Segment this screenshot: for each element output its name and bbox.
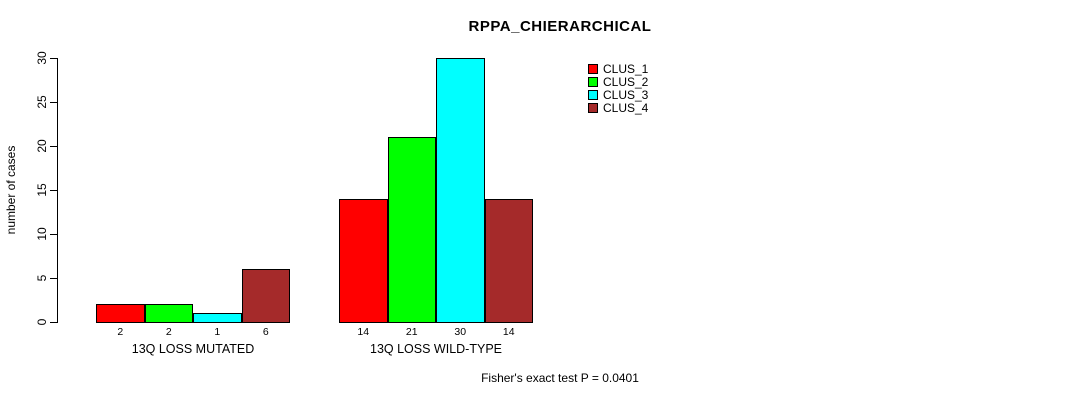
legend-label: CLUS_2: [603, 74, 649, 89]
legend-item: CLUS_1: [588, 61, 649, 76]
bar-value-label: 1: [214, 326, 221, 338]
y-tick: [50, 322, 57, 323]
y-tick-label: 30: [35, 51, 49, 65]
legend-label: CLUS_1: [603, 61, 649, 76]
y-tick-label: 10: [35, 227, 49, 241]
bar-value-label: 21: [405, 326, 418, 338]
y-axis-title: number of cases: [4, 145, 18, 235]
bar-value-label: 30: [454, 326, 467, 338]
legend-item: CLUS_2: [588, 74, 649, 89]
y-tick: [50, 102, 57, 103]
legend-item: CLUS_4: [588, 100, 649, 115]
y-tick: [50, 234, 57, 235]
y-axis-line: [57, 58, 58, 323]
bar-CLUS_3: [436, 58, 485, 323]
y-tick: [50, 190, 57, 191]
bar-value-label: 2: [117, 326, 124, 338]
y-tick-label: 25: [35, 95, 49, 109]
bar-CLUS_2: [144, 304, 193, 323]
legend-item: CLUS_3: [588, 87, 649, 102]
y-tick-label: 5: [35, 274, 49, 282]
chart-title: RPPA_CHIERARCHICAL: [468, 18, 652, 35]
group-label: 13Q LOSS WILD-TYPE: [370, 342, 502, 356]
fisher-test-annotation: Fisher's exact test P = 0.0401: [481, 371, 639, 385]
y-tick: [50, 278, 57, 279]
legend: CLUS_1 CLUS_2 CLUS_3 CLUS_4: [588, 61, 649, 115]
group-label: 13Q LOSS MUTATED: [131, 342, 255, 356]
legend-swatch-CLUS_1: [588, 63, 598, 74]
y-tick: [50, 146, 57, 147]
bar-CLUS_2: [387, 137, 436, 323]
legend-label: CLUS_3: [603, 87, 649, 102]
bar-CLUS_1: [339, 198, 388, 323]
legend-swatch-CLUS_4: [588, 102, 598, 113]
bar-value-label: 14: [502, 326, 515, 338]
y-tick-label: 20: [35, 139, 49, 153]
y-tick-label: 15: [35, 183, 49, 197]
legend-swatch-CLUS_3: [588, 89, 598, 100]
bar-CLUS_1: [96, 304, 145, 323]
bar-CLUS_4: [241, 269, 290, 323]
y-tick-label: 0: [35, 318, 49, 326]
y-tick: [50, 58, 57, 59]
bar-value-label: 6: [262, 326, 269, 338]
bar-CLUS_4: [484, 198, 533, 323]
legend-label: CLUS_4: [603, 100, 649, 115]
bar-CLUS_3: [193, 313, 242, 323]
bar-value-label: 14: [357, 326, 370, 338]
legend-swatch-CLUS_2: [588, 76, 598, 87]
bar-value-label: 2: [165, 326, 172, 338]
